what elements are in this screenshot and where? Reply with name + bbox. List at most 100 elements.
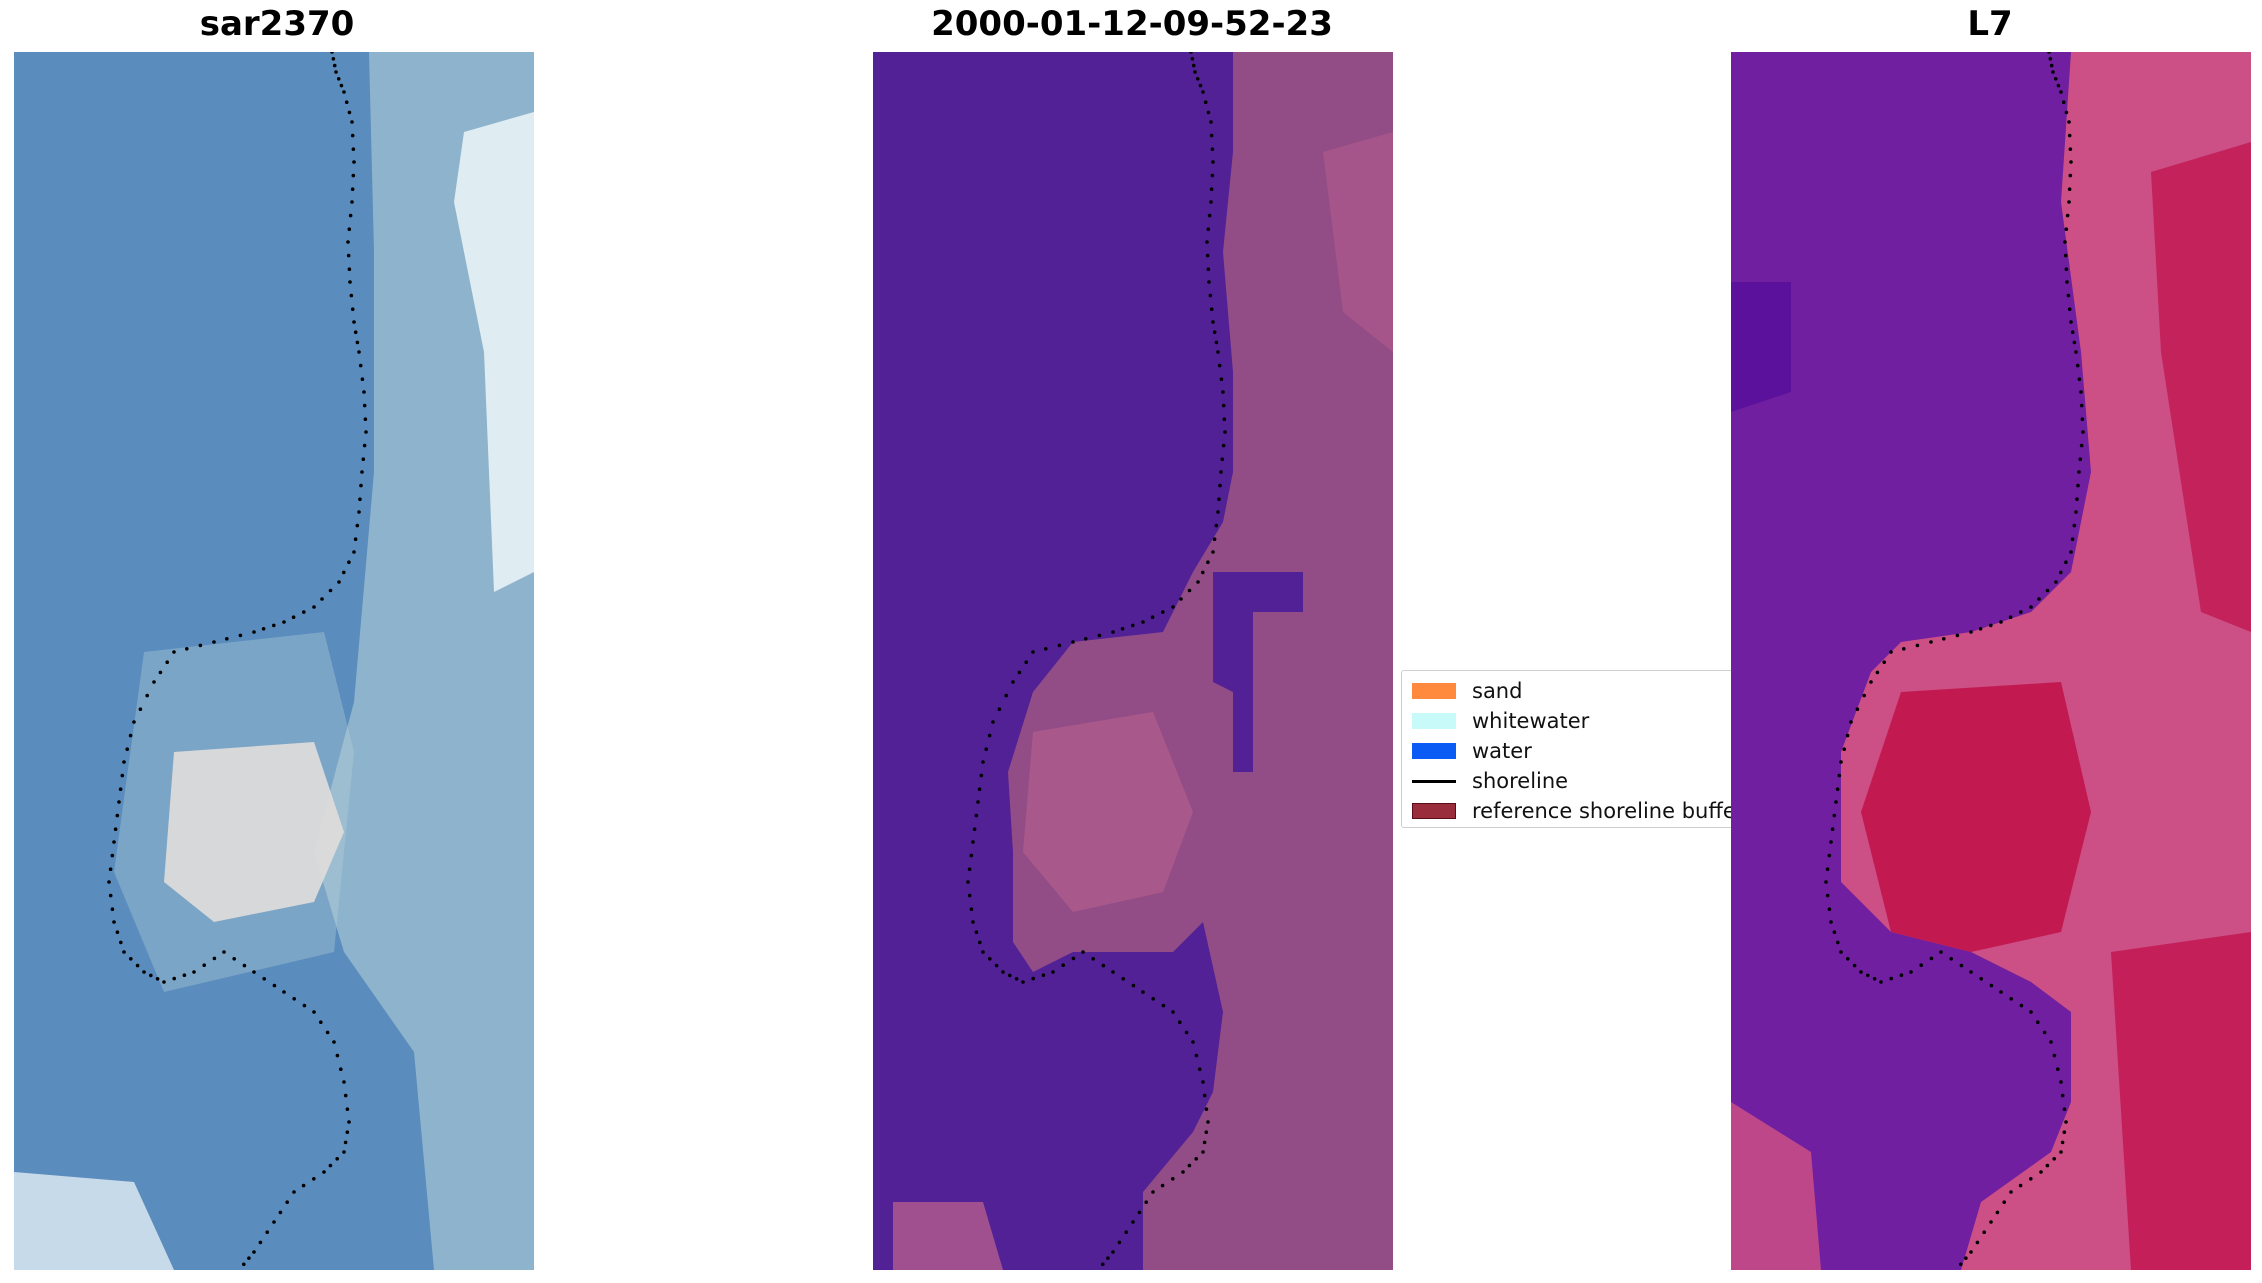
shoreline-dot <box>1031 650 1035 654</box>
shoreline-dot <box>1001 970 1005 974</box>
shoreline-dot <box>117 800 121 804</box>
legend-item-reference-buffer: reference shoreline buffer <box>1412 799 1731 823</box>
shoreline-dot <box>1839 760 1843 764</box>
shoreline-dot <box>113 827 118 831</box>
shoreline-dot <box>355 340 360 345</box>
shoreline-dot <box>1111 970 1115 974</box>
shoreline-dot <box>1839 950 1843 954</box>
shoreline-dot <box>2042 1030 2047 1035</box>
shoreline-dot <box>2070 537 2075 541</box>
shoreline-dot <box>350 307 355 311</box>
shoreline-dot <box>138 707 143 711</box>
shoreline-dot <box>2029 605 2033 609</box>
shoreline-dot <box>364 430 368 434</box>
shoreline-dot <box>1859 970 1863 974</box>
shoreline-dot <box>1855 707 1860 711</box>
shoreline-dot <box>351 147 356 151</box>
shoreline-dot <box>1131 623 1135 628</box>
shoreline-dot <box>2049 1040 2053 1044</box>
shoreline-dot <box>1899 973 1904 977</box>
shoreline-dot <box>330 52 334 54</box>
shoreline-dot <box>972 827 977 831</box>
shoreline-dot <box>1198 1067 1202 1071</box>
shoreline-dot <box>1201 90 1205 94</box>
shoreline-dot <box>1217 363 1222 368</box>
shoreline-dot <box>2060 1093 2065 1098</box>
shoreline-dot <box>1017 670 1022 675</box>
shoreline-dot <box>1189 52 1193 54</box>
shoreline-dot <box>1131 1220 1135 1224</box>
shoreline-dot <box>1205 240 1209 244</box>
shoreline-dot <box>1214 523 1219 528</box>
shoreline-dot <box>1832 930 1837 934</box>
shoreline-dot <box>1882 660 1886 664</box>
shoreline-dot <box>242 1262 246 1267</box>
shoreline-dot <box>981 950 985 954</box>
shoreline-dot <box>1210 173 1215 178</box>
legend-item-sand: sand <box>1412 679 1522 703</box>
shoreline-dot <box>1111 630 1115 634</box>
shoreline-dot <box>362 390 366 394</box>
shoreline-dot <box>1081 950 1085 954</box>
shoreline-dot <box>1209 307 1214 311</box>
shoreline-dot <box>1101 963 1106 968</box>
shoreline-dot <box>971 920 975 924</box>
shoreline-dot <box>1212 537 1217 541</box>
shoreline-dot <box>1919 963 1923 967</box>
shoreline-dot <box>2074 350 2078 354</box>
shoreline-dot <box>1982 1230 1986 1234</box>
shoreline-dot <box>1209 120 1213 124</box>
shoreline-dot <box>125 747 129 751</box>
shoreline-dot <box>976 800 980 804</box>
shoreline-dot <box>2079 390 2083 394</box>
shoreline-dot <box>1193 70 1197 74</box>
shoreline-dot <box>1121 977 1125 981</box>
shoreline-dot <box>1171 1010 1175 1014</box>
shoreline-dot <box>328 588 333 593</box>
shoreline-dot <box>2029 1177 2033 1181</box>
shoreline-dot <box>1071 640 1075 644</box>
shoreline-dot <box>302 610 306 614</box>
shoreline-dot <box>1205 253 1210 258</box>
shoreline-dot <box>119 940 123 945</box>
shoreline-dot <box>2069 550 2073 554</box>
shoreline-dot <box>2064 1120 2068 1124</box>
shoreline-dot <box>1999 990 2003 994</box>
shoreline-dot <box>987 733 992 738</box>
shoreline-dot <box>347 1120 351 1124</box>
shoreline-dot <box>1221 443 1226 448</box>
shoreline-dot <box>2039 1170 2043 1174</box>
shoreline-dot <box>1161 610 1165 614</box>
shoreline-dot <box>1875 670 1880 675</box>
shoreline-dot <box>142 970 146 974</box>
shoreline-dot <box>1209 187 1214 191</box>
shoreline-dot <box>1151 997 1155 1001</box>
shoreline-dot <box>322 1170 326 1174</box>
shoreline-dot <box>1194 1157 1198 1161</box>
shoreline-dot <box>974 930 979 934</box>
shoreline-dot <box>212 956 217 961</box>
shoreline-dot <box>258 1240 263 1245</box>
shoreline-dot <box>1969 970 1973 974</box>
shoreline-dot <box>1842 747 1846 751</box>
shoreline-dot <box>984 747 988 751</box>
shoreline-dot <box>1198 83 1203 88</box>
shoreline-dot <box>2072 340 2077 345</box>
shoreline-dot <box>336 77 341 81</box>
shoreline-dot <box>978 940 982 945</box>
shoreline-dot <box>346 253 351 258</box>
shoreline-dot <box>2072 523 2077 528</box>
shoreline-dot <box>1223 430 1227 434</box>
shoreline-dot <box>2059 1150 2063 1154</box>
shoreline-dot <box>1120 627 1125 631</box>
shoreline-dot <box>1827 853 1832 858</box>
shoreline-dot <box>352 160 356 164</box>
shoreline-dot <box>360 377 365 382</box>
shoreline-dot <box>1151 1190 1155 1194</box>
shoreline-dot <box>1181 1170 1185 1174</box>
shoreline-dot <box>1011 680 1015 684</box>
shoreline-dot <box>1969 630 1973 634</box>
shoreline-dot <box>1829 920 1833 924</box>
panel-title-index: L7 <box>1967 4 2013 44</box>
shoreline-dot <box>2009 997 2013 1001</box>
